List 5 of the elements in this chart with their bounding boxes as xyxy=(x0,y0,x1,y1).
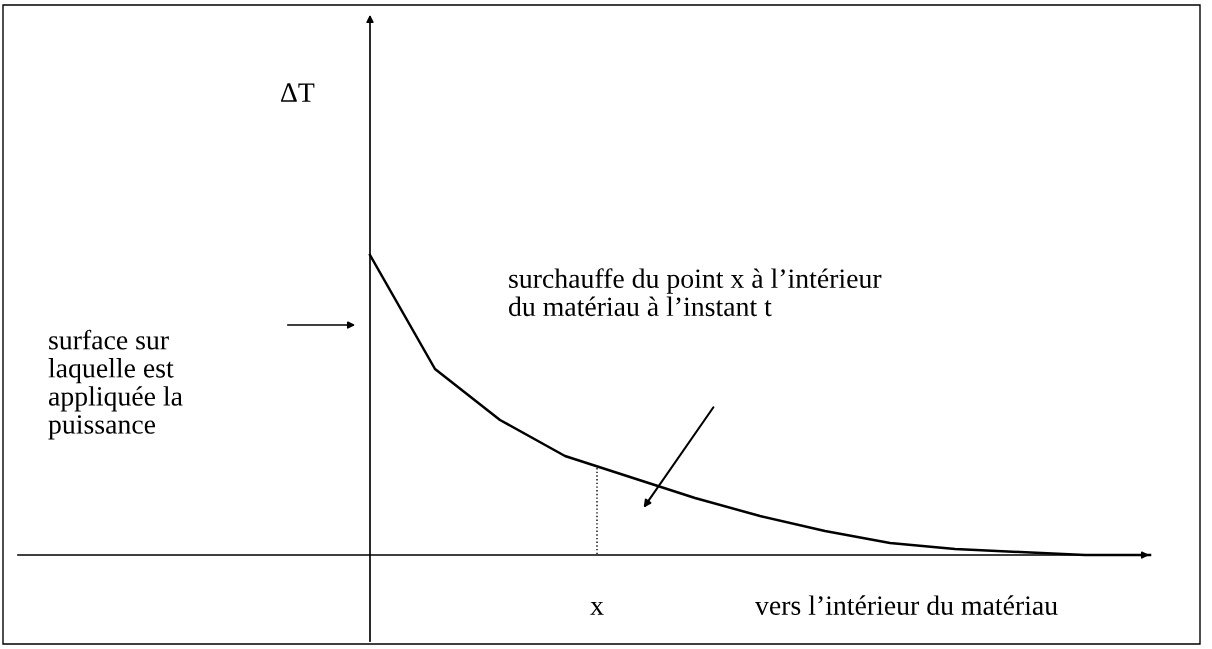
x-axis-title: vers l’intérieur du matériau xyxy=(755,595,1058,615)
text: x xyxy=(590,601,604,615)
text: ΔT xyxy=(281,83,315,102)
annotation: surchauffe du point x à l’intérieur du matériau à l’instant t xyxy=(509,268,882,317)
text: surface sur laquelle est appliquée la puissance xyxy=(48,329,183,440)
